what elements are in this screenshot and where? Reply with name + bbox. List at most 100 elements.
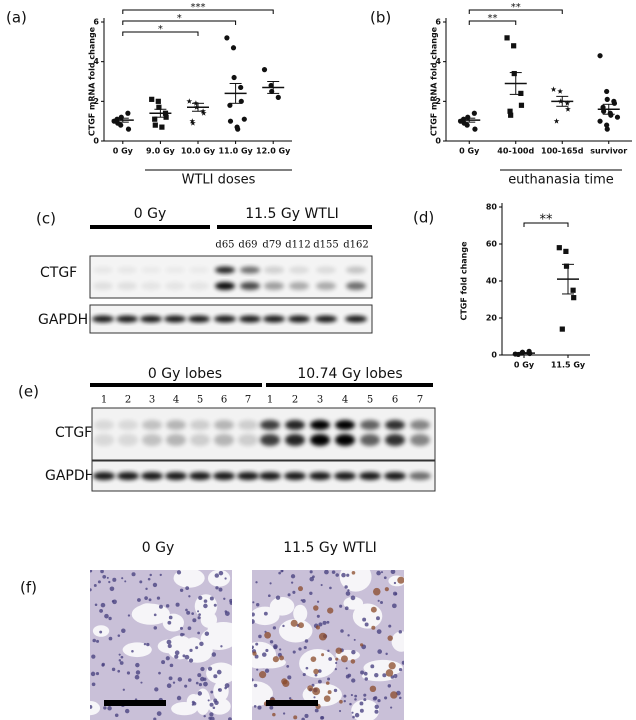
blot-band bbox=[238, 420, 258, 430]
blot-band bbox=[141, 282, 161, 290]
nucleus bbox=[298, 647, 302, 651]
significance-label: *** bbox=[191, 2, 206, 13]
blot-band bbox=[316, 266, 336, 274]
data-point bbox=[611, 100, 618, 106]
blot-band bbox=[237, 472, 259, 480]
nucleus bbox=[100, 570, 104, 574]
nucleus bbox=[174, 654, 179, 659]
nucleus bbox=[203, 677, 207, 681]
nucleus bbox=[269, 582, 272, 585]
nucleus bbox=[311, 683, 315, 687]
nucleus bbox=[398, 630, 403, 634]
nucleus bbox=[344, 585, 348, 589]
blot-band bbox=[190, 434, 210, 446]
nucleus bbox=[286, 664, 290, 668]
stain bbox=[387, 635, 393, 641]
nucleus bbox=[350, 595, 356, 601]
blot-band bbox=[140, 315, 162, 323]
nucleus bbox=[208, 716, 212, 720]
nucleus bbox=[252, 619, 255, 624]
blot-band bbox=[238, 434, 258, 446]
alveolus bbox=[136, 603, 159, 622]
alveolus bbox=[90, 701, 101, 716]
nucleus bbox=[302, 672, 306, 677]
data-point bbox=[597, 118, 603, 124]
blot-band bbox=[260, 420, 280, 430]
nucleus bbox=[392, 591, 398, 596]
x-tick-label: 0 Gy bbox=[514, 361, 535, 370]
blot-band bbox=[142, 420, 162, 430]
significance-bracket bbox=[122, 31, 199, 36]
nucleus bbox=[318, 622, 323, 627]
group-label: 0 Gy lobes bbox=[148, 366, 222, 382]
nucleus bbox=[179, 626, 183, 630]
nucleus bbox=[383, 576, 387, 580]
y-tick-label: 6 bbox=[93, 18, 99, 27]
nucleus bbox=[188, 595, 191, 598]
nucleus bbox=[212, 706, 216, 710]
stain bbox=[315, 625, 320, 630]
nucleus bbox=[137, 598, 141, 602]
nucleus bbox=[213, 698, 218, 703]
alveolus bbox=[122, 642, 152, 658]
stain bbox=[388, 662, 396, 670]
lane-label: d65 bbox=[215, 240, 234, 251]
data-point bbox=[231, 74, 237, 81]
nucleus bbox=[119, 661, 124, 665]
blot-band bbox=[116, 315, 138, 323]
y-tick-label: 4 bbox=[435, 57, 441, 66]
y-tick-label: 6 bbox=[435, 18, 441, 27]
error-bar bbox=[556, 95, 569, 107]
histology-image bbox=[90, 570, 232, 720]
error-bar bbox=[602, 103, 615, 115]
stain bbox=[264, 631, 272, 639]
nucleus bbox=[364, 677, 368, 681]
blot-band bbox=[289, 282, 309, 290]
stain bbox=[327, 607, 334, 614]
stain bbox=[384, 587, 389, 592]
data-point bbox=[152, 116, 158, 122]
data-point bbox=[261, 67, 268, 73]
blot-band bbox=[214, 315, 236, 323]
nucleus bbox=[120, 655, 124, 659]
nucleus bbox=[327, 649, 330, 652]
alveolus bbox=[306, 656, 321, 673]
nucleus bbox=[218, 570, 224, 576]
nucleus bbox=[147, 577, 151, 581]
nucleus bbox=[309, 570, 313, 574]
blot-band bbox=[189, 266, 209, 274]
nucleus bbox=[335, 661, 338, 665]
blot-band bbox=[240, 266, 260, 274]
y-tick-label: 60 bbox=[486, 240, 498, 249]
blot-band bbox=[316, 282, 336, 290]
nucleus bbox=[176, 570, 182, 575]
nucleus bbox=[392, 603, 397, 609]
stain bbox=[272, 656, 279, 663]
alveolus bbox=[171, 701, 198, 716]
blot-band bbox=[335, 420, 355, 430]
lane-label: 7 bbox=[245, 395, 251, 406]
x-tick-label: 40-100d bbox=[497, 147, 534, 156]
nucleus bbox=[364, 622, 369, 627]
error-bar bbox=[192, 102, 204, 112]
nucleus bbox=[253, 704, 257, 708]
alveolus bbox=[195, 688, 211, 715]
stain bbox=[373, 587, 381, 596]
nucleus bbox=[199, 641, 204, 647]
nucleus bbox=[197, 691, 203, 696]
image-label: 0 Gy bbox=[142, 540, 175, 556]
nucleus bbox=[224, 577, 227, 580]
blot-band bbox=[93, 282, 113, 290]
histology-image bbox=[252, 570, 404, 720]
blot-band bbox=[142, 434, 162, 446]
nucleus bbox=[333, 688, 338, 693]
image-label: 11.5 Gy WTLI bbox=[283, 540, 377, 556]
lane-label: 7 bbox=[417, 395, 423, 406]
blot-band bbox=[346, 282, 366, 290]
nucleus bbox=[223, 597, 226, 600]
nucleus bbox=[108, 616, 112, 621]
nucleus bbox=[121, 628, 126, 633]
data-point bbox=[511, 43, 517, 49]
nucleus bbox=[353, 638, 356, 641]
row-label: GAPDH bbox=[38, 312, 88, 328]
